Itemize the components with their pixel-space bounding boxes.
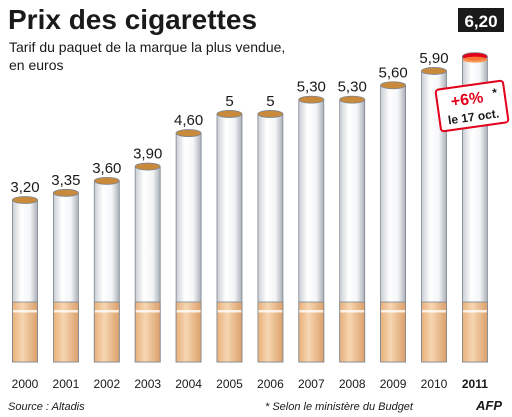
bar-value-label: 5: [266, 93, 274, 110]
chart-subtitle-line-2: en euros: [9, 57, 63, 73]
chart-title: Prix des cigarettes: [8, 4, 257, 35]
bar-tobacco-tip: [134, 162, 161, 171]
bar-filter-band: [135, 310, 160, 313]
x-tick-label: 2000: [12, 377, 39, 391]
bar-ember-glow: [462, 56, 488, 63]
bar-tobacco-tip: [12, 196, 38, 204]
highlight-value-label: 6,20: [464, 12, 497, 31]
bar-value-label: 3,90: [133, 146, 162, 163]
x-tick-label: 2010: [421, 377, 448, 391]
bar-value-label: 4,60: [174, 112, 203, 129]
x-tick-label: 2011: [462, 377, 488, 391]
bar-filter-band: [258, 310, 283, 313]
bar-tobacco-tip: [93, 176, 120, 185]
afp-logo: AFP: [475, 398, 502, 413]
bar-tobacco-tip: [421, 67, 447, 75]
bar-filter-band: [422, 310, 446, 313]
bar-filter-band: [53, 310, 78, 313]
x-tick-label: 2006: [257, 377, 284, 391]
bar-filter-band: [340, 310, 365, 313]
bar-tobacco-tip: [257, 110, 284, 118]
callout-percent: +6%: [450, 89, 485, 110]
x-tick-label: 2001: [53, 377, 80, 391]
bar-tobacco-tip: [380, 81, 407, 90]
bar-filter-band: [176, 310, 201, 313]
x-tick-label: 2004: [175, 377, 202, 391]
bar-value-label: 5,30: [297, 79, 326, 96]
x-tick-label: 2009: [380, 377, 407, 391]
increase-callout: +6% * le 17 oct.: [434, 79, 510, 133]
bar-tobacco-tip: [298, 95, 325, 104]
source-note: Source : Altadis: [8, 401, 85, 413]
x-tick-label: 2008: [339, 377, 366, 391]
bars-group: 3,20 2000 3,35 2001 3,60 2002 3,90 2003 4,60 2004…: [10, 50, 488, 391]
chart-subtitle-line-1: Tarif du paquet de la marque la plus ven…: [9, 39, 285, 55]
bar-value-label: 5,90: [419, 50, 448, 67]
bar-filter-band: [462, 310, 487, 313]
x-tick-label: 2003: [134, 377, 161, 391]
bar-filter-band: [299, 310, 324, 313]
callout-asterisk: *: [491, 85, 498, 100]
bar-value-label: 3,35: [51, 172, 80, 189]
bar-value-label: 5,60: [378, 64, 407, 81]
bar-tobacco-tip: [53, 188, 79, 197]
x-tick-label: 2005: [216, 377, 243, 391]
bar-tobacco-tip: [216, 110, 243, 118]
callout-box: [434, 79, 510, 133]
bar-filter-band: [13, 310, 37, 313]
bar-value-label: 5,30: [338, 79, 367, 96]
bar-value-label: 3,20: [10, 179, 39, 196]
highlight-value-box: [458, 8, 504, 32]
bar-value-label: 5: [225, 93, 233, 110]
x-tick-label: 2007: [298, 377, 325, 391]
bar-tobacco-tip: [339, 95, 366, 104]
bar-value-label: 3,60: [92, 160, 121, 177]
bar-tobacco-tip: [175, 129, 202, 137]
x-tick-label: 2002: [93, 377, 120, 391]
bar-filter-band: [381, 310, 406, 313]
bar-filter-band: [94, 310, 119, 313]
footnote: * Selon le ministère du Budget: [265, 401, 414, 413]
highlight-value-badge: 6,20: [458, 8, 504, 32]
bar-filter-band: [217, 310, 242, 313]
